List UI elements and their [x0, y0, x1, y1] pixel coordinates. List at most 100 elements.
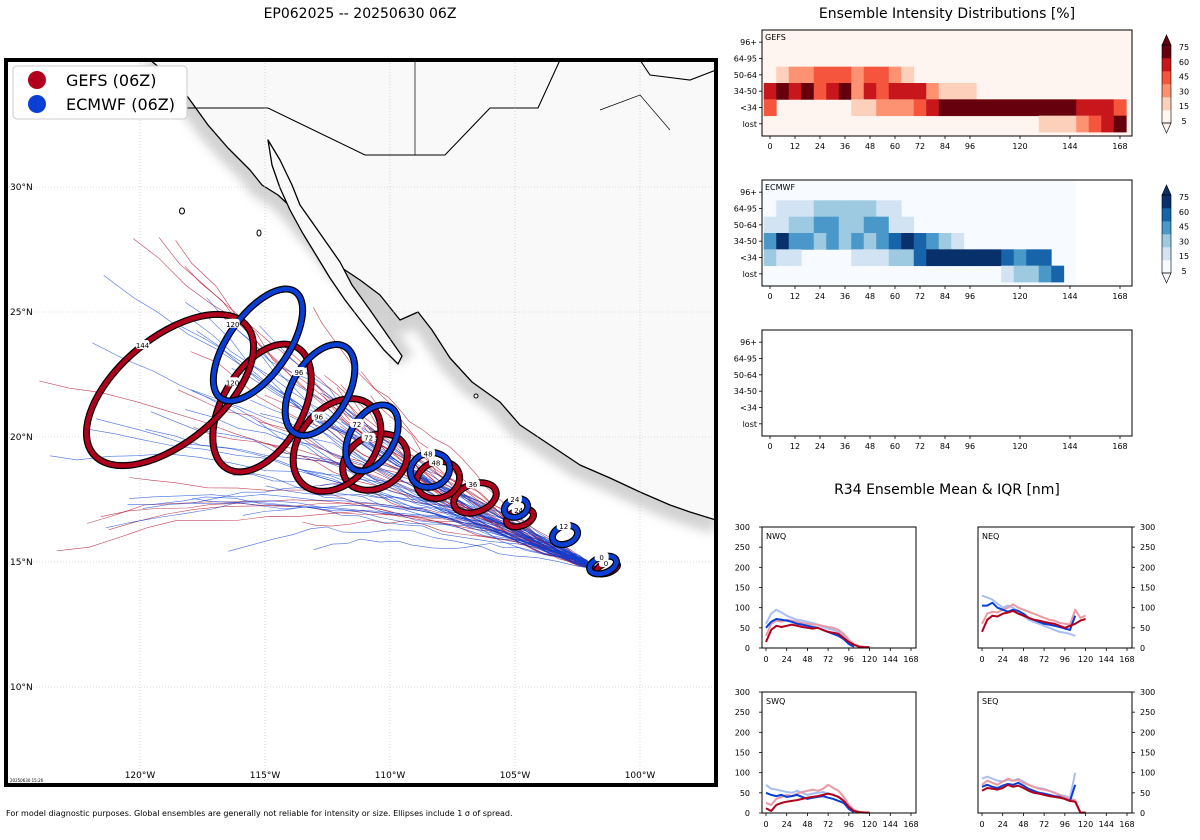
heatmap-cell	[763, 99, 777, 117]
heatmap-xlabel: 84	[940, 142, 950, 151]
heatmap-cell	[826, 83, 840, 100]
heatmap-panel-label: ECMWF	[765, 183, 795, 192]
heatmap-ylabel: 64-95	[734, 205, 757, 214]
r34-ylabel: 250	[735, 543, 750, 552]
heatmap-xlabel: 12	[790, 442, 800, 451]
r34-xlabel: 24	[782, 820, 792, 829]
heatmap-cell	[813, 233, 827, 250]
lon-label: 120°W	[125, 771, 156, 781]
heatmap-cell	[1076, 115, 1090, 133]
heatmap-cell	[826, 200, 840, 218]
heatmap-xlabel: 60	[890, 292, 900, 301]
r34-xlabel: 48	[802, 820, 812, 829]
heatmap-cell	[901, 83, 915, 100]
heatmap-ylabel: lost	[743, 420, 757, 429]
heatmap-cell	[888, 233, 902, 250]
lon-label: 110°W	[375, 771, 406, 781]
ensemble-track	[320, 392, 601, 571]
heatmap-ylabel: <34	[740, 254, 757, 263]
heatmap-xlabel: 120	[1012, 142, 1027, 151]
heatmap-cell	[788, 66, 802, 84]
r34-xlabel: 72	[823, 820, 833, 829]
heatmap-cell	[863, 233, 877, 250]
lead-label-bg	[465, 479, 480, 489]
heatmap-frame	[761, 179, 1133, 287]
lead-time-label: 12	[559, 523, 568, 531]
heatmap-xlabel: 36	[840, 292, 850, 301]
heatmap-cell	[901, 249, 915, 267]
heatmap-cell	[951, 99, 965, 117]
heatmap-cell	[1101, 99, 1115, 117]
heatmap-cell	[788, 216, 802, 234]
colorbar-arrow-bottom	[1161, 272, 1172, 284]
heatmap-cell	[901, 216, 915, 234]
heatmap-cell	[1026, 249, 1040, 267]
heatmap-cell	[1051, 265, 1065, 283]
heatmap-cell	[1051, 115, 1065, 133]
r34-series-line	[765, 623, 870, 649]
heatmap-xlabel: 144	[1062, 442, 1077, 451]
r34-xlabel: 144	[883, 820, 898, 829]
heatmap-cell	[838, 200, 852, 218]
heatmap-cell	[901, 233, 915, 250]
heatmap-cell	[813, 216, 827, 234]
heatmap-frame	[761, 29, 1133, 137]
r34-ylabel: 50	[1140, 624, 1150, 633]
lead-time-label: 120	[226, 321, 239, 329]
r34-quadrant-plot: NEQ 0 24 48 72 96 120 144 168 0 50 100 150 200 250 300	[977, 523, 1155, 664]
lead-label-bg	[361, 432, 376, 442]
heatmap-xlabel: 168	[1112, 292, 1127, 301]
heatmap-cell	[1013, 265, 1027, 283]
r34-xlabel: 96	[1060, 655, 1070, 664]
colorbar-segment	[1162, 208, 1171, 222]
lead-time-label: 144	[136, 342, 150, 350]
lead-time-label: 0	[599, 554, 603, 562]
heatmap-ylabel: 64-95	[734, 355, 757, 364]
heatmap-xlabel: 24	[815, 142, 825, 151]
heatmap-cell	[776, 200, 790, 218]
colorbar-tick: 60	[1179, 58, 1189, 67]
heatmap-ylabel: 96+	[740, 188, 757, 197]
r34-panel-label: SEQ	[982, 697, 998, 706]
heatmap-cell	[951, 233, 965, 250]
heatmap-ylabel: 50-64	[734, 371, 757, 380]
lon-label: 105°W	[500, 771, 531, 781]
heatmap-cell	[863, 249, 877, 267]
heatmap-cell	[863, 200, 877, 218]
heatmap-cell	[951, 83, 965, 100]
colorbar: 75 60 45 30 15 5	[1161, 34, 1189, 134]
r34-xlabel: 24	[998, 820, 1008, 829]
r34-xlabel: 168	[1119, 820, 1134, 829]
heatmap-cell	[826, 216, 840, 234]
heatmap-cell	[888, 99, 902, 117]
heatmap-xlabel: 48	[865, 142, 875, 151]
ensemble-track	[127, 496, 601, 571]
heatmap-cell	[838, 233, 852, 250]
r34-ylabel: 250	[735, 708, 750, 717]
r34-xlabel: 144	[1099, 820, 1114, 829]
colorbar-tick: 30	[1179, 237, 1189, 246]
heatmap-ylabel: lost	[743, 270, 757, 279]
r34-ylabel: 150	[1140, 749, 1155, 758]
lead-label-bg	[594, 552, 609, 562]
r34-ylabel: 100	[1140, 604, 1155, 613]
heatmap-cell	[776, 216, 790, 234]
colorbar-segment	[1162, 247, 1171, 261]
heatmap-ylabel: 34-50	[734, 387, 757, 396]
map-frame	[4, 58, 718, 787]
heatmap-cell	[863, 83, 877, 100]
r34-ylabel: 100	[735, 769, 750, 778]
heatmap-xlabel: 36	[840, 142, 850, 151]
heatmap-ylabel: 96+	[740, 338, 757, 347]
lead-time-label: 0	[604, 560, 608, 568]
heatmap-ylabel: lost	[743, 120, 757, 129]
colorbar-segment	[1162, 221, 1171, 235]
heatmap-cell	[851, 216, 865, 234]
heatmap-cell	[1038, 99, 1052, 117]
r34-xlabel: 48	[802, 655, 812, 664]
heatmap-cell	[826, 66, 840, 84]
lead-time-label: 48	[424, 450, 433, 458]
footer-note: For model diagnostic purposes. Global en…	[6, 809, 513, 818]
map-title: EP062025 -- 20250630 06Z	[264, 6, 457, 22]
